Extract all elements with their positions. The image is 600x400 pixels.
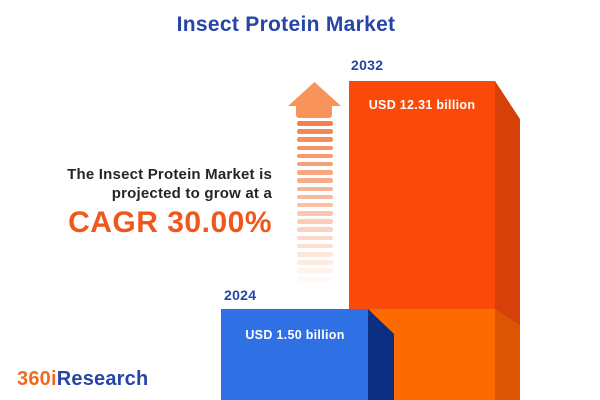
growth-text-line1: The Insect Protein Market is bbox=[67, 166, 272, 183]
bar-2024-value-label: USD 1.50 billion bbox=[245, 328, 345, 342]
bar-2032-side-face-lower bbox=[495, 309, 520, 400]
year-label-2032: 2032 bbox=[351, 57, 384, 73]
bar-2032-value-label: USD 12.31 billion bbox=[368, 98, 476, 112]
growth-annotation: The Insect Protein Market is projected t… bbox=[67, 165, 272, 239]
growth-text-line2: projected to grow at a bbox=[111, 185, 272, 202]
cagr-value: CAGR 30.00% bbox=[68, 206, 272, 239]
growth-arrow-stripes bbox=[297, 121, 333, 285]
brand-logo-suffix: Research bbox=[56, 368, 149, 390]
bar-2024: USD 1.50 billion bbox=[221, 309, 369, 400]
page-title: Insect Protein Market bbox=[176, 13, 396, 36]
brand-logo: 360iResearch bbox=[17, 369, 148, 390]
brand-logo-prefix: 360i bbox=[17, 368, 57, 390]
growth-arrow-neck bbox=[296, 103, 332, 118]
year-label-2024: 2024 bbox=[224, 287, 257, 303]
